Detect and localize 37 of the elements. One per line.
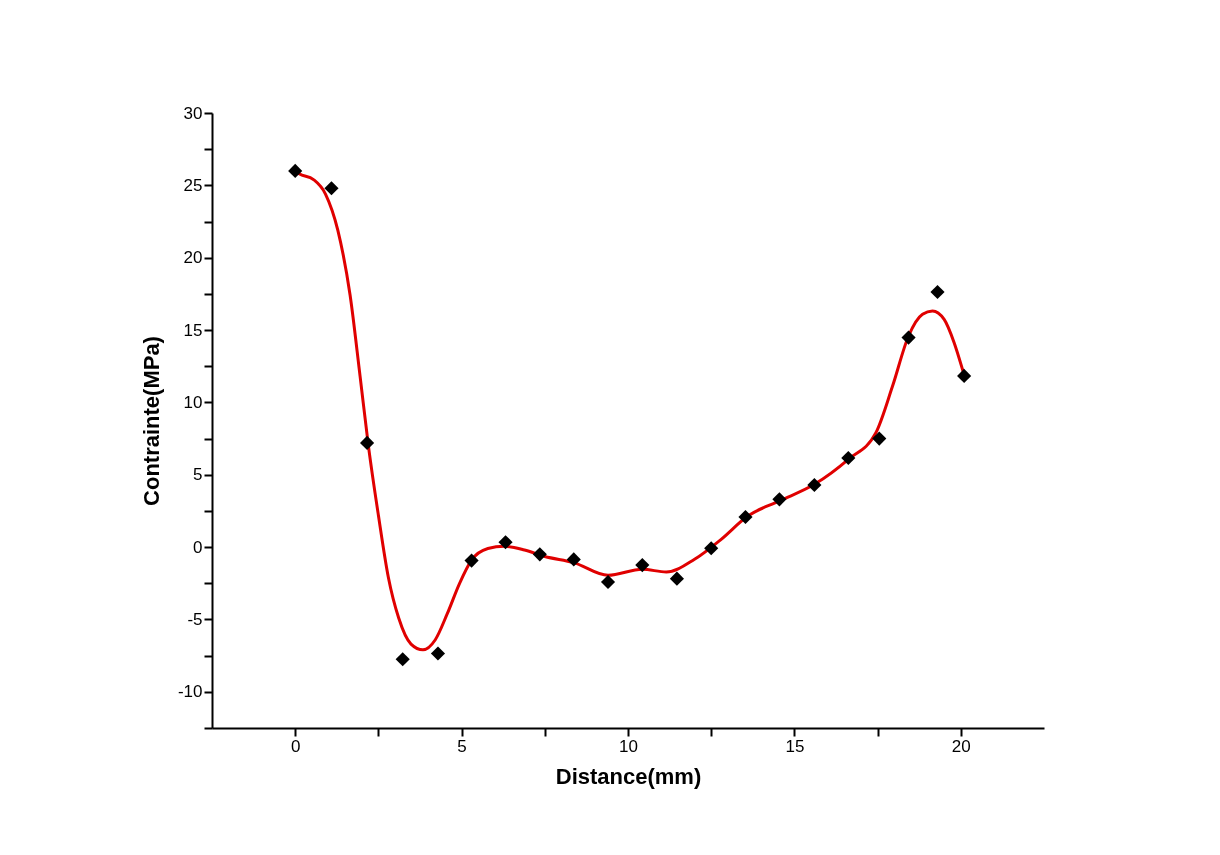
point [669, 571, 684, 586]
y-tick-label: 25 [183, 175, 203, 195]
point [532, 547, 547, 562]
point [738, 509, 753, 525]
point [930, 284, 945, 300]
point [288, 163, 303, 178]
y-tick-label: 10 [183, 392, 203, 412]
point [324, 181, 339, 196]
y-tick-label: 5 [193, 465, 203, 485]
x-tick-label: 20 [951, 736, 971, 756]
y-tick-label: -5 [187, 609, 203, 629]
point [360, 435, 375, 450]
point [901, 330, 916, 345]
point [957, 368, 972, 383]
point [772, 492, 787, 507]
y-axis-title: Contrainte(MPa) [138, 336, 164, 506]
y-tick-label: 20 [183, 248, 203, 268]
y-tick-label: -10 [177, 682, 203, 702]
point [841, 450, 856, 466]
x-tick-label: 5 [457, 736, 467, 756]
y-tick-label: 0 [193, 537, 203, 557]
x-tick-label: 10 [619, 736, 638, 756]
y-tick-label: 30 [183, 103, 203, 123]
x-tick-label: 0 [290, 736, 301, 756]
x-tick-label: 15 [785, 736, 805, 756]
point [807, 477, 822, 493]
x-axis-title: Distance(mm) [555, 763, 702, 789]
point [872, 431, 887, 446]
point [600, 574, 616, 590]
point [498, 535, 513, 550]
y-tick-label: 15 [183, 320, 203, 340]
point [395, 652, 410, 667]
point [430, 646, 446, 661]
point [635, 557, 650, 573]
point [464, 553, 479, 568]
point [704, 541, 719, 556]
point [566, 552, 581, 567]
